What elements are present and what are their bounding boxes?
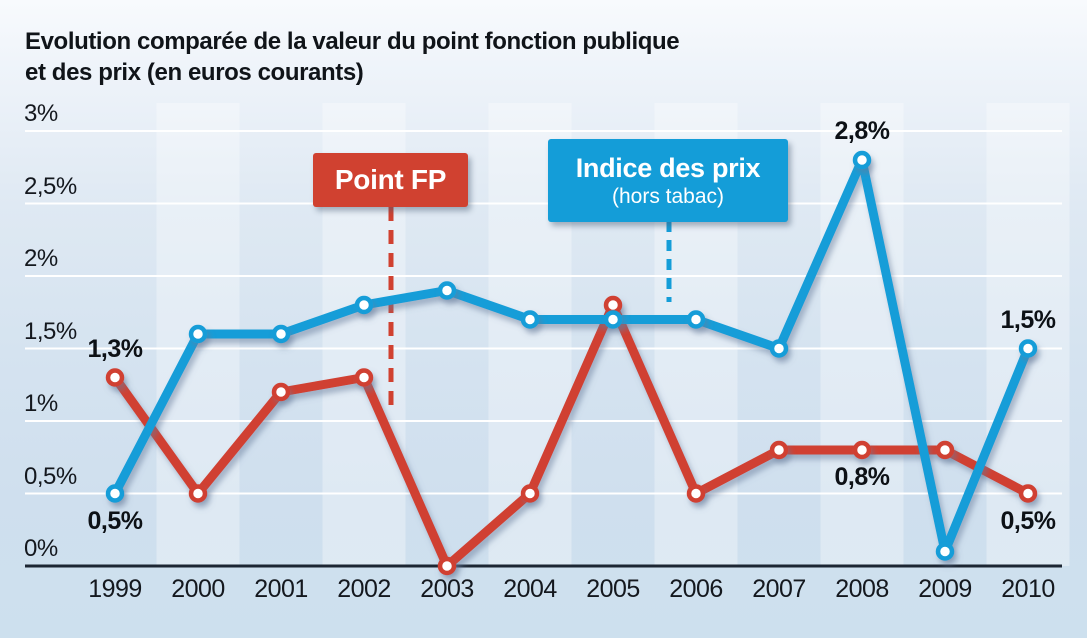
data-point-marker (354, 368, 374, 387)
data-value-label: 0,8% (834, 463, 890, 491)
data-value-label: 0,5% (1000, 506, 1056, 535)
data-value-label: 0,5% (87, 506, 143, 535)
legend-point-fp-label: Point FP (334, 164, 447, 195)
x-tick-label: 2000 (171, 575, 225, 603)
legend-indice-des-prix: Indice des prix (hors tabac) (548, 139, 788, 222)
data-point-marker (437, 281, 457, 300)
data-point-marker (271, 382, 291, 402)
data-point-marker (520, 484, 540, 503)
data-point-marker (935, 542, 955, 561)
y-tick-label: 2% (24, 245, 58, 272)
data-point-marker (354, 295, 374, 315)
chart-title: Evolution comparée de la valeur du point… (25, 26, 680, 88)
x-tick-label: 2004 (503, 575, 557, 603)
series-line-point-fp (110, 300, 1033, 571)
data-point-marker (603, 295, 623, 315)
series-markers-indice (105, 150, 1038, 561)
series-line-indice (110, 155, 1033, 556)
data-point-marker (686, 484, 706, 503)
series-markers-point-fp (105, 295, 1038, 576)
y-tick-label: 1% (24, 390, 58, 417)
chart-title-line2: et des prix (en euros courants) (25, 59, 364, 86)
data-point-marker (188, 324, 208, 344)
data-point-marker (852, 440, 872, 460)
data-value-label: 2,8% (834, 117, 890, 145)
data-point-marker (686, 310, 706, 329)
x-tick-label: 2007 (752, 575, 806, 603)
data-point-marker (1018, 484, 1038, 503)
data-point-marker (852, 150, 872, 170)
x-tick-label: 2008 (835, 575, 889, 603)
chart-title-line1: Evolution comparée de la valeur du point… (25, 28, 680, 55)
x-tick-label: 2005 (586, 575, 640, 603)
x-tick-label: 2010 (1001, 575, 1055, 603)
data-point-marker (1018, 339, 1038, 358)
x-tick-label: 2003 (420, 575, 474, 603)
x-tick-label: 2001 (254, 575, 308, 603)
data-point-marker (188, 484, 208, 503)
x-tick-label: 2006 (669, 575, 723, 603)
data-point-marker (935, 440, 955, 460)
data-point-marker (105, 368, 125, 387)
data-value-label: 1,5% (1000, 305, 1056, 334)
legend-point-fp: Point FP (313, 153, 468, 207)
x-tick-label: 2009 (918, 575, 972, 603)
data-point-marker (271, 324, 291, 344)
data-point-marker (769, 339, 789, 358)
legend-indice-sublabel: (hors tabac) (611, 185, 725, 208)
data-point-marker (105, 484, 125, 503)
x-tick-label: 2002 (337, 575, 391, 603)
y-tick-label: 2,5% (24, 172, 77, 200)
y-tick-label: 0% (24, 535, 58, 562)
data-point-marker (437, 556, 457, 576)
data-point-marker (603, 310, 623, 329)
y-tick-label: 0,5% (24, 462, 77, 490)
data-point-marker (520, 310, 540, 329)
y-tick-label: 1,5% (24, 317, 77, 345)
data-point-marker (769, 440, 789, 460)
legend-indice-label: Indice des prix (575, 153, 761, 183)
data-value-label: 1,3% (87, 334, 143, 363)
y-tick-label: 3% (24, 100, 58, 127)
x-tick-label: 1999 (88, 575, 142, 603)
